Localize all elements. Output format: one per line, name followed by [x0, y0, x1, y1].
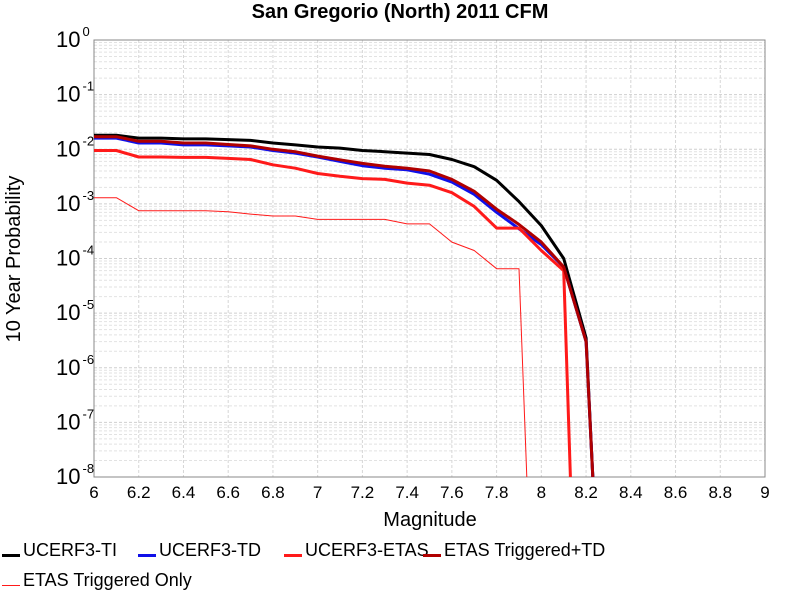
- series-line-1: [94, 133, 595, 477]
- series-line-3: [94, 149, 572, 477]
- legend-label: UCERF3-TI: [23, 539, 117, 560]
- legend-label: ETAS Triggered Only: [23, 569, 192, 590]
- x-tick-label: 6.8: [261, 483, 285, 502]
- y-tick-label: 10 -3: [56, 188, 94, 216]
- legend-label: UCERF3-TD: [159, 539, 261, 560]
- x-tick-label: 6.2: [127, 483, 151, 502]
- y-tick-label: 10 -2: [56, 133, 94, 161]
- series-line-5: [94, 197, 528, 477]
- legend-label: UCERF3-ETAS: [305, 539, 429, 560]
- x-tick-label: 7: [313, 483, 322, 502]
- legend-item: UCERF3-ETAS: [284, 538, 429, 562]
- chart: San Gregorio (North) 2011 CFM 6 6.2 6.4 6.6…: [3, 1, 770, 531]
- x-tick-label: 8.6: [664, 483, 688, 502]
- x-tick-label: 8.8: [708, 483, 732, 502]
- legend-swatch: [2, 584, 20, 586]
- legend-swatch: [138, 553, 156, 557]
- x-tick-label: 8.2: [574, 483, 598, 502]
- x-tick-label: 9: [760, 483, 769, 502]
- series-group: [94, 133, 595, 477]
- x-tick-label: 7.6: [440, 483, 464, 502]
- y-tick-label: 10 -4: [56, 243, 94, 271]
- y-axis-label: 10 Year Probability: [3, 176, 25, 343]
- legend-swatch: [2, 553, 20, 557]
- chart-title: San Gregorio (North) 2011 CFM: [252, 1, 549, 23]
- x-tick-labels: 6 6.2 6.4 6.6 6.8 7 7.2 7.4 7.6 7.8 8 8.2 8.4 8.6 8.8 9: [89, 483, 769, 502]
- x-tick-label: 6.4: [172, 483, 196, 502]
- legend-swatch: [423, 553, 441, 557]
- legend-swatch: [284, 553, 302, 557]
- legend-item: ETAS Triggered Only: [2, 568, 192, 592]
- x-axis-label: Magnitude: [383, 509, 476, 531]
- x-tick-label: 7.8: [485, 483, 509, 502]
- y-tick-label: 10 -6: [56, 352, 94, 380]
- x-tick-label: 6.6: [216, 483, 240, 502]
- y-tick-label: 10 -7: [56, 406, 94, 434]
- legend-item: UCERF3-TD: [138, 538, 261, 562]
- y-tick-label: 10 -8: [56, 461, 94, 489]
- grid: [93, 39, 766, 478]
- legend-item: ETAS Triggered+TD: [423, 538, 605, 562]
- y-tick-label: 10 0: [56, 24, 90, 52]
- legend-item: UCERF3-TI: [2, 538, 117, 562]
- plot-frame: [93, 39, 766, 478]
- series-line-2: [94, 136, 595, 477]
- series-line-4: [94, 135, 595, 477]
- x-tick-label: 6: [89, 483, 98, 502]
- x-tick-label: 8.4: [619, 483, 643, 502]
- x-tick-label: 7.4: [395, 483, 419, 502]
- legend-label: ETAS Triggered+TD: [444, 539, 606, 560]
- y-tick-label: 10 -1: [56, 79, 94, 107]
- x-tick-label: 8: [537, 483, 546, 502]
- y-tick-label: 10 -5: [56, 297, 94, 325]
- x-tick-label: 7.2: [351, 483, 375, 502]
